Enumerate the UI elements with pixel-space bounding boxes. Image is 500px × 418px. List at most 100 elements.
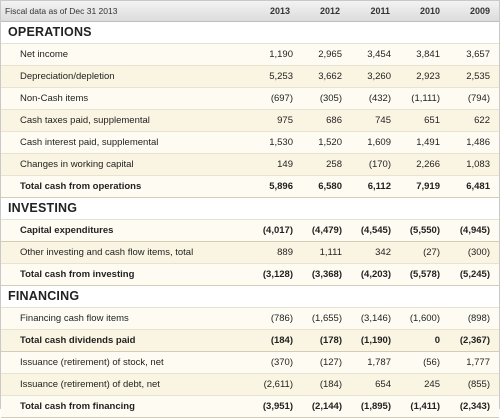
row-value: (855)	[467, 379, 490, 390]
row-value: 149	[277, 159, 293, 170]
table-row: Other investing and cash flow items, tot…	[1, 242, 499, 264]
row-value: 3,260	[367, 71, 391, 82]
row-value: (3,128)	[262, 269, 293, 280]
row-value: 975	[277, 115, 293, 126]
year-header: 2011	[370, 6, 390, 16]
row-value: (432)	[368, 93, 391, 104]
table-row: Financing cash flow items (786) (1,655) (3,…	[1, 308, 499, 330]
table-row: Non-Cash items (697) (305) (432) (1,111) (794…	[1, 88, 499, 110]
row-value: 2,923	[416, 71, 440, 82]
row-value: (2,367)	[459, 335, 490, 346]
section-heading: FINANCING	[1, 286, 499, 308]
row-value: 651	[424, 115, 440, 126]
row-label: Financing cash flow items	[20, 313, 129, 324]
row-value: 5,896	[269, 181, 293, 192]
row-value: (3,146)	[360, 313, 391, 324]
row-value: (1,111)	[411, 93, 440, 104]
row-value: (170)	[368, 159, 391, 170]
row-label: Changes in working capital	[20, 159, 134, 170]
row-value: 342	[375, 247, 391, 258]
row-value: 0	[434, 335, 440, 346]
table-row: Total cash from investing (3,128) (3,368) (…	[1, 264, 499, 286]
row-value: (127)	[319, 357, 342, 368]
row-label: Issuance (retirement) of debt, net	[20, 379, 160, 390]
table-row: Cash interest paid, supplemental 1,530 1,5…	[1, 132, 499, 154]
row-label: Issuance (retirement) of stock, net	[20, 357, 164, 368]
year-header: 2012	[319, 6, 340, 16]
row-value: (3,951)	[262, 401, 293, 412]
row-value: (697)	[270, 93, 293, 104]
table-row: Changes in working capital 149 258 (170) 2,2…	[1, 154, 499, 176]
year-header: 2009	[469, 6, 490, 16]
table-row: Depreciation/depletion 5,253 3,662 3,260 2,9…	[1, 66, 499, 88]
row-value: 3,662	[318, 71, 342, 82]
row-value: 6,112	[367, 181, 391, 192]
row-value: (2,144)	[311, 401, 342, 412]
row-value: 1,486	[466, 137, 490, 148]
year-header: 2013	[269, 6, 290, 16]
row-value: (3,368)	[311, 269, 342, 280]
row-value: 1,491	[416, 137, 440, 148]
row-value: (5,245)	[459, 269, 490, 280]
row-value: (786)	[270, 313, 293, 324]
row-label: Total cash from investing	[20, 269, 135, 280]
row-value: 5,253	[269, 71, 293, 82]
year-header: 2010	[419, 6, 440, 16]
table-header: Fiscal data as of Dec 31 2013 2013 2012 …	[1, 1, 499, 22]
row-value: (1,895)	[360, 401, 391, 412]
row-label: Non-Cash items	[20, 93, 89, 104]
section-heading: INVESTING	[1, 198, 499, 220]
row-label: Total cash from financing	[20, 401, 135, 412]
table-row: Capital expenditures (4,017) (4,479) (4,545…	[1, 220, 499, 242]
row-label: Net income	[20, 49, 69, 60]
row-value: (2,611)	[263, 379, 293, 390]
table-row: Total cash dividends paid (184) (178) (1,19…	[1, 330, 499, 352]
row-value: (1,655)	[311, 313, 342, 324]
row-value: 1,520	[318, 137, 342, 148]
table-row: Total cash from operations 5,896 6,580 6,11…	[1, 176, 499, 198]
row-value: (178)	[319, 335, 342, 346]
row-value: (305)	[319, 93, 342, 104]
row-value: 1,530	[269, 137, 293, 148]
row-value: 686	[326, 115, 342, 126]
row-value: 1,083	[466, 159, 490, 170]
row-value: 745	[375, 115, 391, 126]
row-value: (5,578)	[409, 269, 440, 280]
table-row: Net income 1,190 2,965 3,454 3,841 3,657	[1, 44, 499, 66]
row-value: 7,919	[416, 181, 440, 192]
row-value: (794)	[467, 93, 490, 104]
row-label: Depreciation/depletion	[20, 71, 115, 82]
row-value: (4,945)	[459, 225, 490, 236]
row-value: 3,841	[416, 49, 440, 60]
row-value: 3,657	[466, 49, 490, 60]
row-value: 6,580	[318, 181, 342, 192]
row-value: (300)	[467, 247, 490, 258]
row-value: 889	[277, 247, 293, 258]
row-value: 3,454	[367, 49, 391, 60]
row-value: (184)	[270, 335, 293, 346]
row-value: (184)	[319, 379, 342, 390]
row-value: 622	[474, 115, 490, 126]
row-value: 1,787	[367, 357, 391, 368]
row-value: 1,777	[466, 357, 490, 368]
row-label: Total cash from operations	[20, 181, 142, 192]
row-value: 2,535	[466, 71, 490, 82]
row-value: 1,609	[367, 137, 391, 148]
row-value: (27)	[423, 247, 440, 258]
fiscal-date-label: Fiscal data as of Dec 31 2013	[5, 6, 118, 16]
row-value: (4,545)	[360, 225, 391, 236]
table-row: Issuance (retirement) of stock, net (370)…	[1, 352, 499, 374]
row-value: (898)	[467, 313, 490, 324]
row-value: 245	[424, 379, 440, 390]
row-label: Cash interest paid, supplemental	[20, 137, 159, 148]
row-label: Other investing and cash flow items, tot…	[20, 247, 194, 258]
row-value: 258	[326, 159, 342, 170]
section-heading: OPERATIONS	[1, 22, 499, 44]
row-value: (4,203)	[360, 269, 391, 280]
row-label: Capital expenditures	[20, 225, 114, 236]
row-label: Cash taxes paid, supplemental	[20, 115, 150, 126]
row-value: 6,481	[466, 181, 490, 192]
row-value: (4,017)	[262, 225, 293, 236]
row-value: 2,965	[318, 49, 342, 60]
